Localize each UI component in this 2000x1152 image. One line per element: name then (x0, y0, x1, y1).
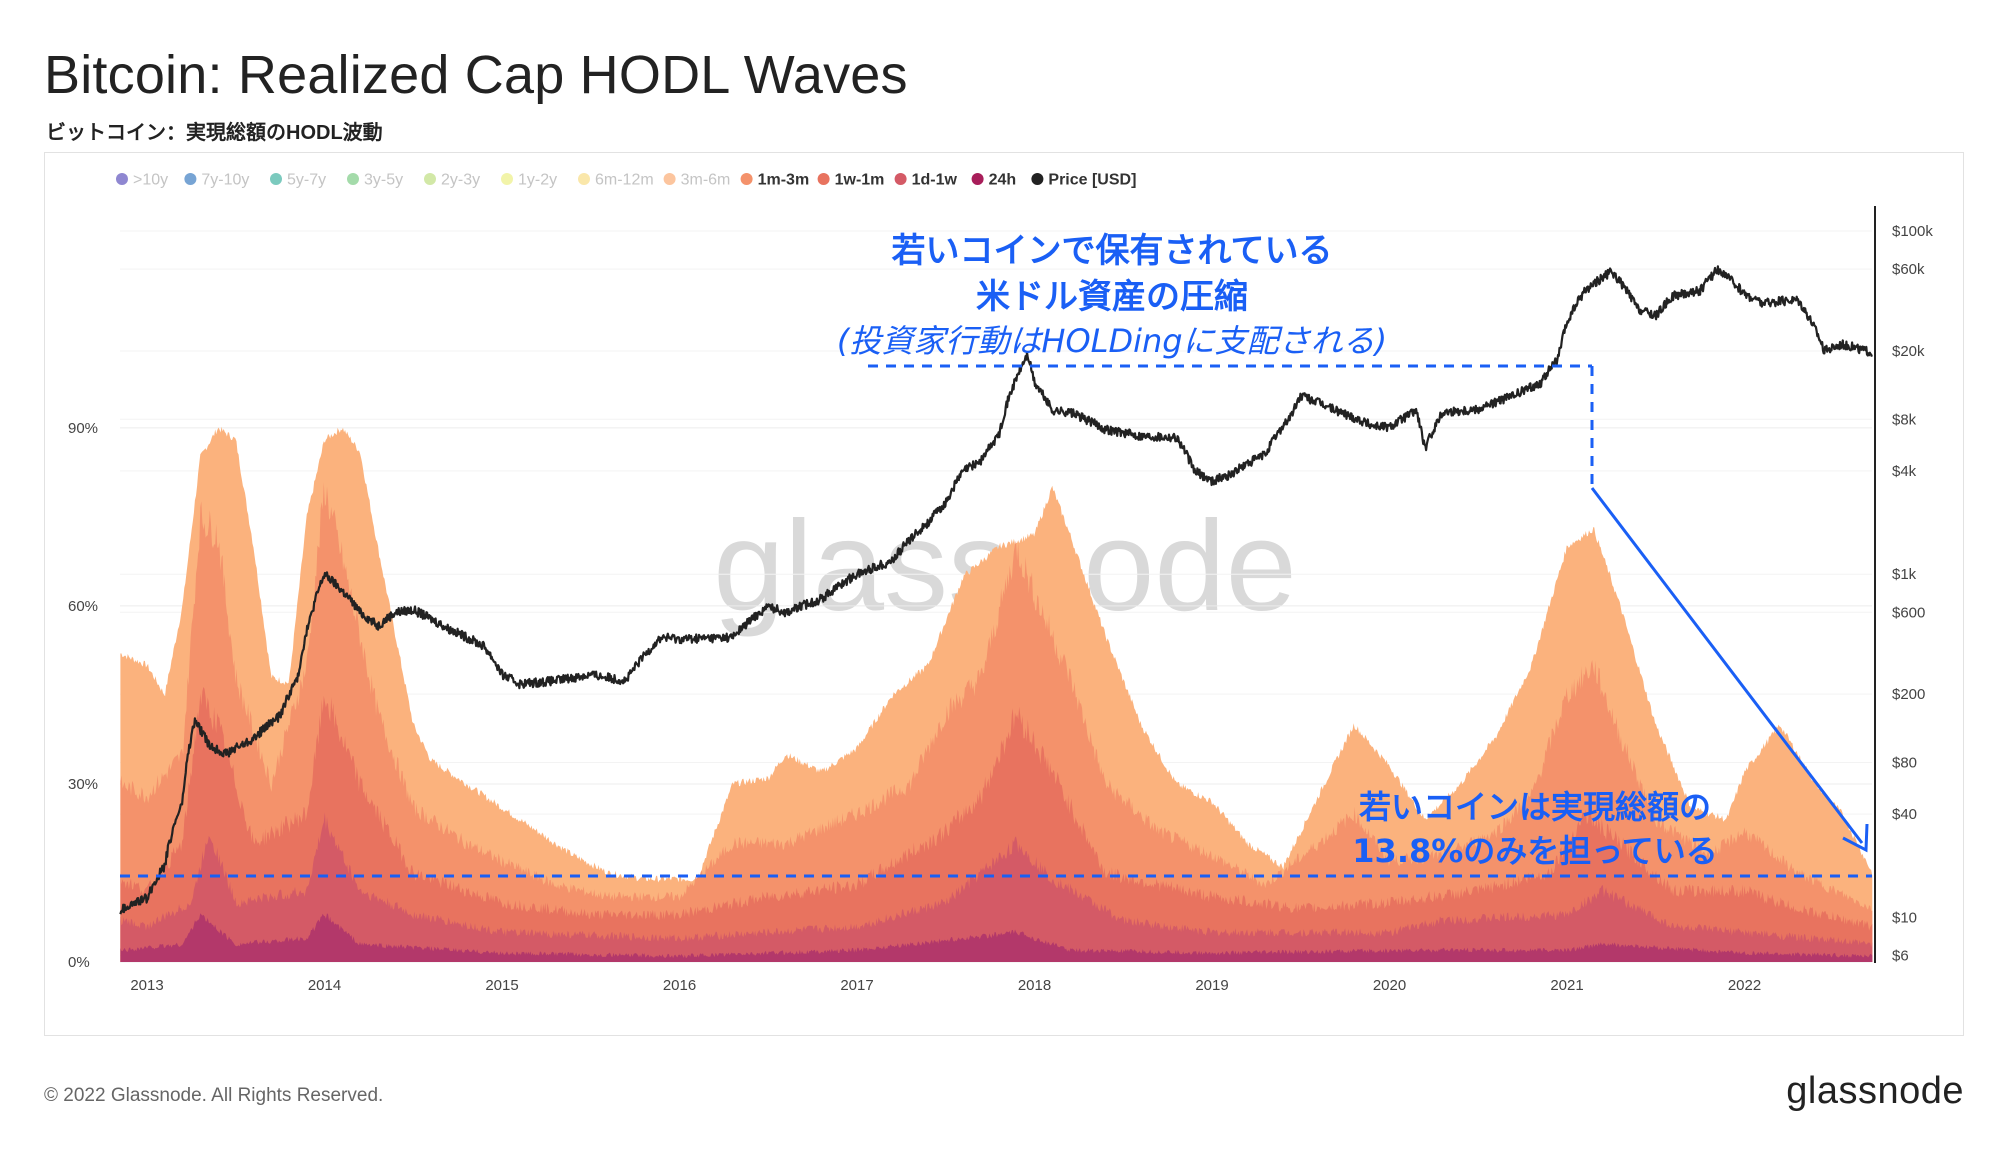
annotation-bottom-line2: 13.8%のみを担っている (1352, 832, 1717, 870)
legend: >10y 7y-10y 5y-7y 3y-5y 2y-3y 1y-2y 6m-12m 3m-6… (116, 172, 1136, 189)
y-right-tick-40: $40 (1892, 806, 1917, 823)
page-title: Bitcoin: Realized Cap HODL Waves (44, 45, 908, 105)
annotation-top-line2: 米ドル資産の圧縮 (976, 277, 1248, 317)
y-right-tick-600: $600 (1892, 604, 1925, 621)
annotation-arrow-line (1590, 487, 1864, 844)
page-subtitle: ビットコイン：実現総額のHODL波動 (46, 122, 383, 144)
y-right-tick-80: $80 (1892, 754, 1917, 771)
legend-6m-12m-dot (578, 173, 590, 185)
brand-logo: glassnode (1786, 1070, 1964, 1112)
area-1w-1m (120, 687, 1873, 962)
legend-1m-3m[interactable]: 1m-3m (740, 172, 810, 189)
y-right-tick-6: $6 (1892, 948, 1909, 965)
legend-1y-2y-dot (501, 173, 513, 185)
x-tick-2015: 2015 (485, 977, 518, 994)
legend-2y-3y[interactable]: 2y-3y (424, 172, 480, 189)
legend-3y-5y-dot (347, 173, 359, 185)
y-left-tick-90pct: 90% (68, 420, 98, 437)
y-right-tick-10: $10 (1892, 909, 1917, 926)
legend-5y-7y[interactable]: 5y-7y (270, 172, 326, 189)
copyright: © 2022 Glassnode. All Rights Reserved. (44, 1085, 384, 1106)
legend-7y-10y[interactable]: 7y-10y (184, 172, 249, 189)
x-tick-2020: 2020 (1373, 977, 1406, 994)
legend-1w-1m[interactable]: 1w-1m (817, 172, 885, 189)
legend-1d-1w[interactable]: 1d-1w (894, 172, 958, 189)
price-series (119, 265, 1873, 915)
x-tick-2014: 2014 (308, 977, 341, 994)
y-right-tick-20k: $20k (1892, 343, 1925, 360)
y-right-tick-60k: $60k (1892, 261, 1925, 278)
legend-1m-3m-dot (740, 173, 753, 185)
legend-24h-dot (971, 173, 984, 185)
annotation-top-line3: (投資家行動はHOLDingに支配される) (837, 322, 1387, 360)
legend-5y-7y-label: 5y-7y (287, 172, 326, 189)
x-tick-2017: 2017 (840, 977, 873, 994)
legend-6m-12m[interactable]: 6m-12m (578, 172, 654, 189)
legend-7y-10y-label: 7y-10y (201, 172, 249, 189)
legend-5y-7y-dot (270, 173, 282, 185)
legend-10y-label: >10y (133, 172, 168, 189)
legend-1d-1w-dot (894, 173, 907, 185)
annotation-top-line1: 若いコインで保有されている (892, 231, 1333, 271)
annotation-arrowhead (1842, 823, 1869, 853)
legend-3y-5y-label: 3y-5y (364, 172, 403, 189)
y-right-tick-1k: $1k (1892, 566, 1917, 583)
y-right-tick-4k: $4k (1892, 463, 1917, 480)
legend-2y-3y-dot (424, 173, 436, 185)
legend-1m-3m-label: 1m-3m (758, 172, 810, 189)
x-axis-ticks: 2013 2014 2015 2016 2017 2018 2019 2020 2021 2022 (130, 977, 1761, 994)
y-right-tick-100k: $100k (1892, 223, 1933, 240)
legend-6m-12m-label: 6m-12m (595, 172, 654, 189)
area-series (120, 426, 1873, 962)
legend-3m-6m-label: 3m-6m (681, 172, 731, 189)
y-right-tick-200: $200 (1892, 686, 1925, 703)
y-left-ticks: 0% 30% 60% 90% (68, 420, 98, 971)
legend-price-usd-label: Price [USD] (1048, 172, 1136, 189)
annotation-bottom-line1: 若いコインは実現総額の (1359, 788, 1711, 826)
legend-10y-dot (116, 173, 128, 185)
legend-price-usd-dot (1031, 173, 1044, 185)
area-1m-3m (120, 482, 1873, 962)
legend-3m-6m-dot (663, 173, 676, 185)
legend-3y-5y[interactable]: 3y-5y (347, 172, 403, 189)
x-tick-2019: 2019 (1195, 977, 1228, 994)
y-left-tick-30pct: 30% (68, 776, 98, 793)
y-right-tick-8k: $8k (1892, 411, 1917, 428)
chart-frame (44, 152, 1964, 1036)
legend-7y-10y-dot (184, 173, 197, 185)
legend-1w-1m-dot (817, 173, 830, 185)
area-24h (120, 913, 1873, 962)
legend-1d-1w-label: 1d-1w (912, 172, 958, 189)
y-right-ticks: $6 $10 $40 $80 $200 $600 $1k $4k $8k $20k $60k $100… (1892, 223, 1933, 964)
legend-1y-2y-label: 1y-2y (518, 172, 557, 189)
y-left-tick-0pct: 0% (68, 954, 90, 971)
legend-1w-1m-label: 1w-1m (835, 172, 885, 189)
x-tick-2016: 2016 (663, 977, 696, 994)
x-tick-2018: 2018 (1018, 977, 1051, 994)
legend-1y-2y[interactable]: 1y-2y (501, 172, 557, 189)
legend-3m-6m[interactable]: 3m-6m (663, 172, 731, 189)
legend-24h-label: 24h (989, 172, 1017, 189)
legend-price-usd[interactable]: Price [USD] (1031, 172, 1136, 189)
price-line (119, 265, 1873, 915)
area-1d-1w (120, 812, 1873, 962)
x-tick-2021: 2021 (1550, 977, 1583, 994)
x-tick-2013: 2013 (130, 977, 163, 994)
x-tick-2022: 2022 (1728, 977, 1761, 994)
legend-24h[interactable]: 24h (971, 172, 1017, 189)
legend-10y[interactable]: >10y (116, 172, 168, 189)
y-left-tick-60pct: 60% (68, 598, 98, 615)
legend-2y-3y-label: 2y-3y (441, 172, 480, 189)
